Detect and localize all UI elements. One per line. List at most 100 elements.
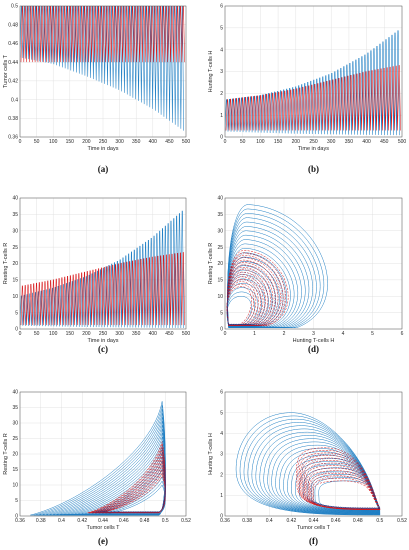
x-tick-label: 50 (34, 331, 40, 337)
x-tick-label: 0.38 (242, 518, 252, 524)
x-axis-label: Hunting T-cells H (293, 338, 335, 344)
y-tick-label: 4 (220, 47, 223, 53)
trajectory-loop-red (100, 469, 166, 513)
y-tick-label: 40 (217, 196, 223, 202)
x-tick-label: 150 (66, 331, 75, 337)
plot-content (20, 210, 185, 328)
y-tick-label: 0 (15, 514, 18, 520)
y-axis-label: Hunting T-cells H (208, 433, 214, 475)
series-line-blue (20, 6, 184, 131)
y-tick-label: 3 (220, 452, 223, 458)
y-tick-label: 30 (217, 228, 223, 234)
x-tick-label: 100 (49, 139, 58, 145)
x-tick-label: 300 (115, 139, 124, 145)
y-tick-label: 0.46 (8, 41, 18, 47)
axes-frame (19, 5, 187, 138)
x-tick-label: 350 (132, 331, 141, 337)
y-tick-label: 0 (220, 327, 223, 333)
x-tick-label: 350 (132, 139, 141, 145)
y-tick-label: 0 (15, 327, 18, 333)
trajectory-loop-blue (243, 418, 381, 515)
x-tick-label: 350 (345, 139, 354, 145)
y-tick-label: 6 (220, 4, 223, 10)
panel-caption: (a) (98, 164, 109, 174)
y-tick-label: 35 (217, 212, 223, 218)
trajectory-loop-navy (306, 462, 381, 509)
x-axis-label: Time in days (298, 146, 329, 152)
y-tick-label: 5 (15, 310, 18, 316)
x-tick-label: 4 (342, 331, 345, 337)
x-tick-label: 0.42 (77, 518, 87, 524)
trajectory-loop-blue (259, 431, 381, 514)
x-tick-label: 0.5 (162, 518, 169, 524)
x-axis-label: Time in days (88, 146, 119, 152)
y-tick-label: 0.42 (8, 79, 18, 85)
trajectory-loop-red (226, 264, 274, 326)
series-line-blue (20, 210, 184, 328)
trajectory-loop-red (102, 475, 166, 513)
trajectory-loop-navy (94, 451, 166, 513)
y-tick-label: 5 (220, 26, 223, 32)
trajectory-loop-red (226, 281, 257, 326)
y-tick-label: 0 (220, 514, 223, 520)
trajectory-loop-red (300, 455, 381, 510)
x-tick-label: 0 (224, 139, 227, 145)
trajectory-loop-navy (102, 468, 166, 512)
x-tick-label: 250 (99, 139, 108, 145)
y-tick-label: 15 (12, 278, 18, 284)
y-tick-label: 20 (12, 452, 18, 458)
y-tick-label: 35 (12, 212, 18, 218)
trajectory-loop-navy (92, 447, 166, 513)
y-tick-label: 1 (220, 493, 223, 499)
y-tick-label: 15 (12, 467, 18, 473)
x-axis-label: Tumor cells T (297, 525, 331, 531)
x-tick-label: 0.48 (140, 518, 150, 524)
trajectory-loop-navy (308, 467, 381, 509)
plot-content (225, 30, 401, 136)
y-tick-label: 10 (217, 294, 223, 300)
panel-caption: (c) (98, 344, 108, 354)
x-tick-label: 150 (274, 139, 283, 145)
trajectory-loop-navy (98, 459, 166, 513)
y-tick-label: 0.44 (8, 60, 18, 66)
axes-frame (19, 391, 187, 517)
series-line-blue (225, 30, 400, 136)
y-tick-label: 0 (220, 135, 223, 141)
x-tick-label: 0.52 (181, 518, 191, 524)
x-axis-label: Tumor cells T (86, 525, 120, 531)
y-tick-label: 2 (220, 472, 223, 478)
panel-e: 0.36 0.38 0.4 0.42 0.44 0.46 0.48 0.5 0.52 0 5 10 15… (3, 390, 191, 546)
x-tick-label: 100 (256, 139, 265, 145)
x-tick-label: 100 (49, 331, 58, 337)
y-tick-label: 5 (220, 310, 223, 316)
y-tick-label: 40 (12, 390, 18, 396)
axes-frame (19, 197, 187, 330)
x-tick-label: 300 (115, 331, 124, 337)
x-tick-label: 0.4 (58, 518, 65, 524)
x-tick-label: 0.44 (98, 518, 108, 524)
trajectory-loop-navy (312, 476, 381, 508)
y-tick-label: 0.4 (11, 97, 18, 103)
y-tick-label: 4 (220, 431, 223, 437)
x-tick-label: 200 (82, 139, 91, 145)
x-tick-label: 5 (371, 331, 374, 337)
trajectory-loop-blue (227, 217, 317, 328)
x-tick-label: 500 (182, 139, 191, 145)
panel-caption: (f) (309, 536, 318, 546)
y-tick-label: 10 (12, 483, 18, 489)
y-tick-label: 1 (220, 113, 223, 119)
trajectory-loop-navy (96, 455, 166, 513)
x-tick-label: 0.52 (397, 518, 407, 524)
trajectory-loop-red (93, 453, 166, 513)
axes-frame (224, 197, 403, 330)
trajectory-loop-blue (271, 441, 381, 514)
x-tick-label: 0.48 (353, 518, 363, 524)
panel-a: 0 50 100 150 200 250 300 350 400 450 500 0.36 0.38 0.… (3, 4, 190, 174)
x-tick-label: 0.44 (309, 518, 319, 524)
trajectory-loop-red (226, 276, 261, 326)
y-tick-label: 0.5 (11, 4, 18, 10)
panel-caption: (d) (308, 344, 319, 354)
x-tick-label: 300 (327, 139, 336, 145)
panel-caption: (b) (308, 164, 319, 174)
